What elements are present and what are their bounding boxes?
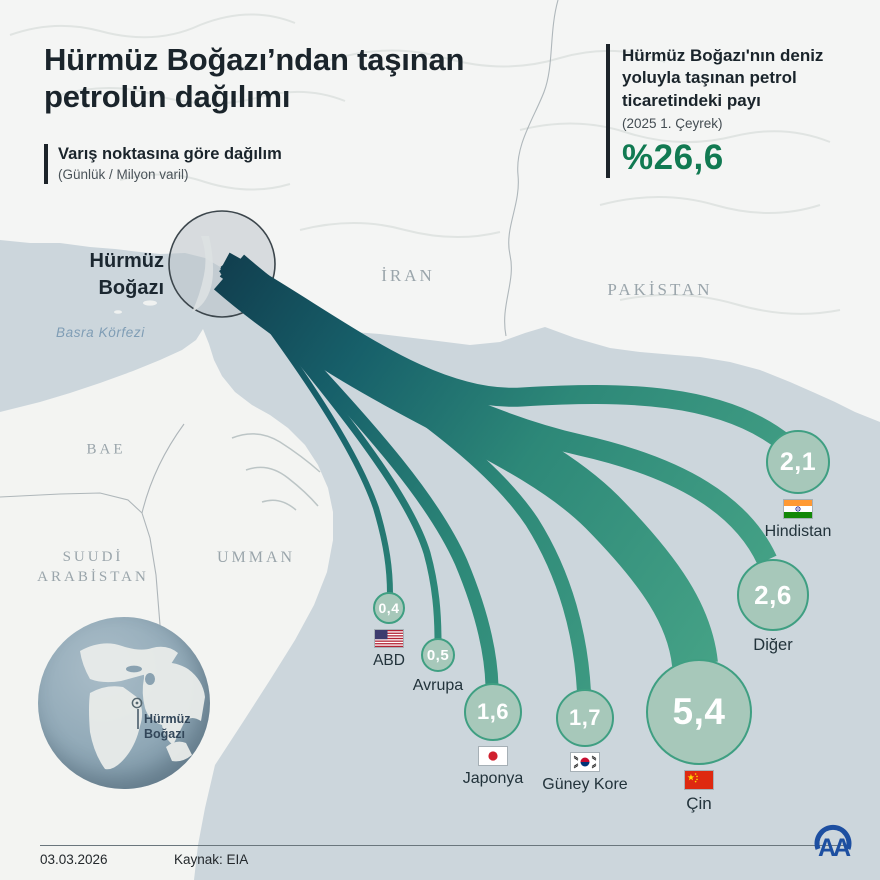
destination-node-abd: 0,4 ABD (309, 592, 469, 670)
flow-hindistan (220, 252, 792, 452)
country-label-pakistan: PAKİSTAN (607, 280, 713, 299)
flow-value-bubble: 0,4 (373, 592, 405, 624)
share-callout: Hürmüz Boğazı'nın deniz yoluyla taşınan … (606, 44, 872, 179)
south-korea-flag-icon (571, 753, 599, 771)
globe-land: Hürmüz Boğazı (80, 643, 205, 770)
footer-date: 03.03.2026 (40, 852, 108, 867)
destination-node-guney-kore: 1,7 Güney Kore (505, 689, 665, 794)
country-label-bae: BAE (86, 441, 126, 458)
inset-strait-label-line1: Hürmüz (144, 712, 191, 726)
footer-divider (40, 845, 846, 846)
destination-node-japonya: 1,6 Japonya (413, 683, 573, 788)
flow-value-bubble: 5,4 (646, 659, 752, 765)
unit-note: (Günlük / Milyon varil) (58, 167, 189, 182)
flow-value-bubble: 1,6 (464, 683, 522, 741)
destination-node-diger: 2,6 Diğer (693, 559, 853, 655)
country-label-iran: İRAN (381, 266, 435, 285)
country-label-saudi-line2: ARABİSTAN (37, 569, 149, 585)
subtitle-block: Varış noktasına göre dağılım (Günlük / M… (44, 144, 282, 184)
country-label-saudi-line1: SUUDİ (62, 549, 124, 565)
terrain-lines (9, 13, 841, 315)
inset-strait-label-line2: Boğazı (144, 727, 185, 741)
japan-flag-icon (479, 747, 507, 765)
island (114, 310, 122, 314)
destination-label: Güney Kore (542, 776, 628, 793)
usa-flag-icon (375, 630, 403, 647)
destination-node-cin: 5,4 Çin (619, 659, 779, 814)
footer-source: Kaynak: EIA (174, 852, 249, 867)
destination-node-hindistan: 2,1 Hindistan (718, 430, 878, 541)
destination-label: Hindistan (764, 523, 832, 540)
globe-inset: Hürmüz Boğazı (38, 617, 210, 789)
country-label-umman: UMMAN (216, 549, 296, 566)
land-iran-pakistan (0, 0, 880, 422)
destination-label: Çin (686, 794, 712, 813)
musandam-peninsula (192, 236, 214, 312)
share-period: (2025 1. Çeyrek) (622, 116, 723, 132)
share-label: Hürmüz Boğazı'nın deniz yoluyla taşınan … (622, 46, 824, 110)
strait-label-line1: Hürmüz (89, 250, 164, 272)
sea-label-basra-korfezi: Basra Körfezi (56, 325, 145, 340)
strait-label: Hürmüz Boğazı (58, 248, 164, 302)
destination-label: Diğer (753, 636, 793, 654)
flow-cin (213, 254, 718, 668)
flow-value-bubble: 2,6 (737, 559, 809, 631)
flow-value-bubble: 2,1 (766, 430, 830, 494)
india-flag-icon (784, 500, 812, 518)
subtitle: Varış noktasına göre dağılım (58, 145, 282, 163)
island (143, 300, 157, 306)
china-flag-icon (685, 771, 713, 789)
destination-node-avrupa: 0,5 Avrupa (358, 638, 518, 695)
mountain-lines-oman (231, 433, 321, 511)
flow-value-bubble: 0,5 (421, 638, 455, 672)
flow-value-bubble: 1,7 (556, 689, 614, 747)
share-value: %26,6 (622, 138, 724, 178)
anadolu-agency-logo: AA (814, 825, 854, 862)
country-label-saudi: SUUDİ ARABİSTAN (37, 547, 149, 587)
strait-label-line2: Boğazı (98, 277, 164, 299)
destination-label: Avrupa (412, 677, 464, 694)
destination-label: Japonya (462, 770, 524, 787)
svg-text:AA: AA (818, 834, 851, 862)
destination-label: ABD (373, 652, 405, 669)
page-title: Hürmüz Boğazı’ndan taşınan petrolün dağı… (44, 42, 465, 114)
